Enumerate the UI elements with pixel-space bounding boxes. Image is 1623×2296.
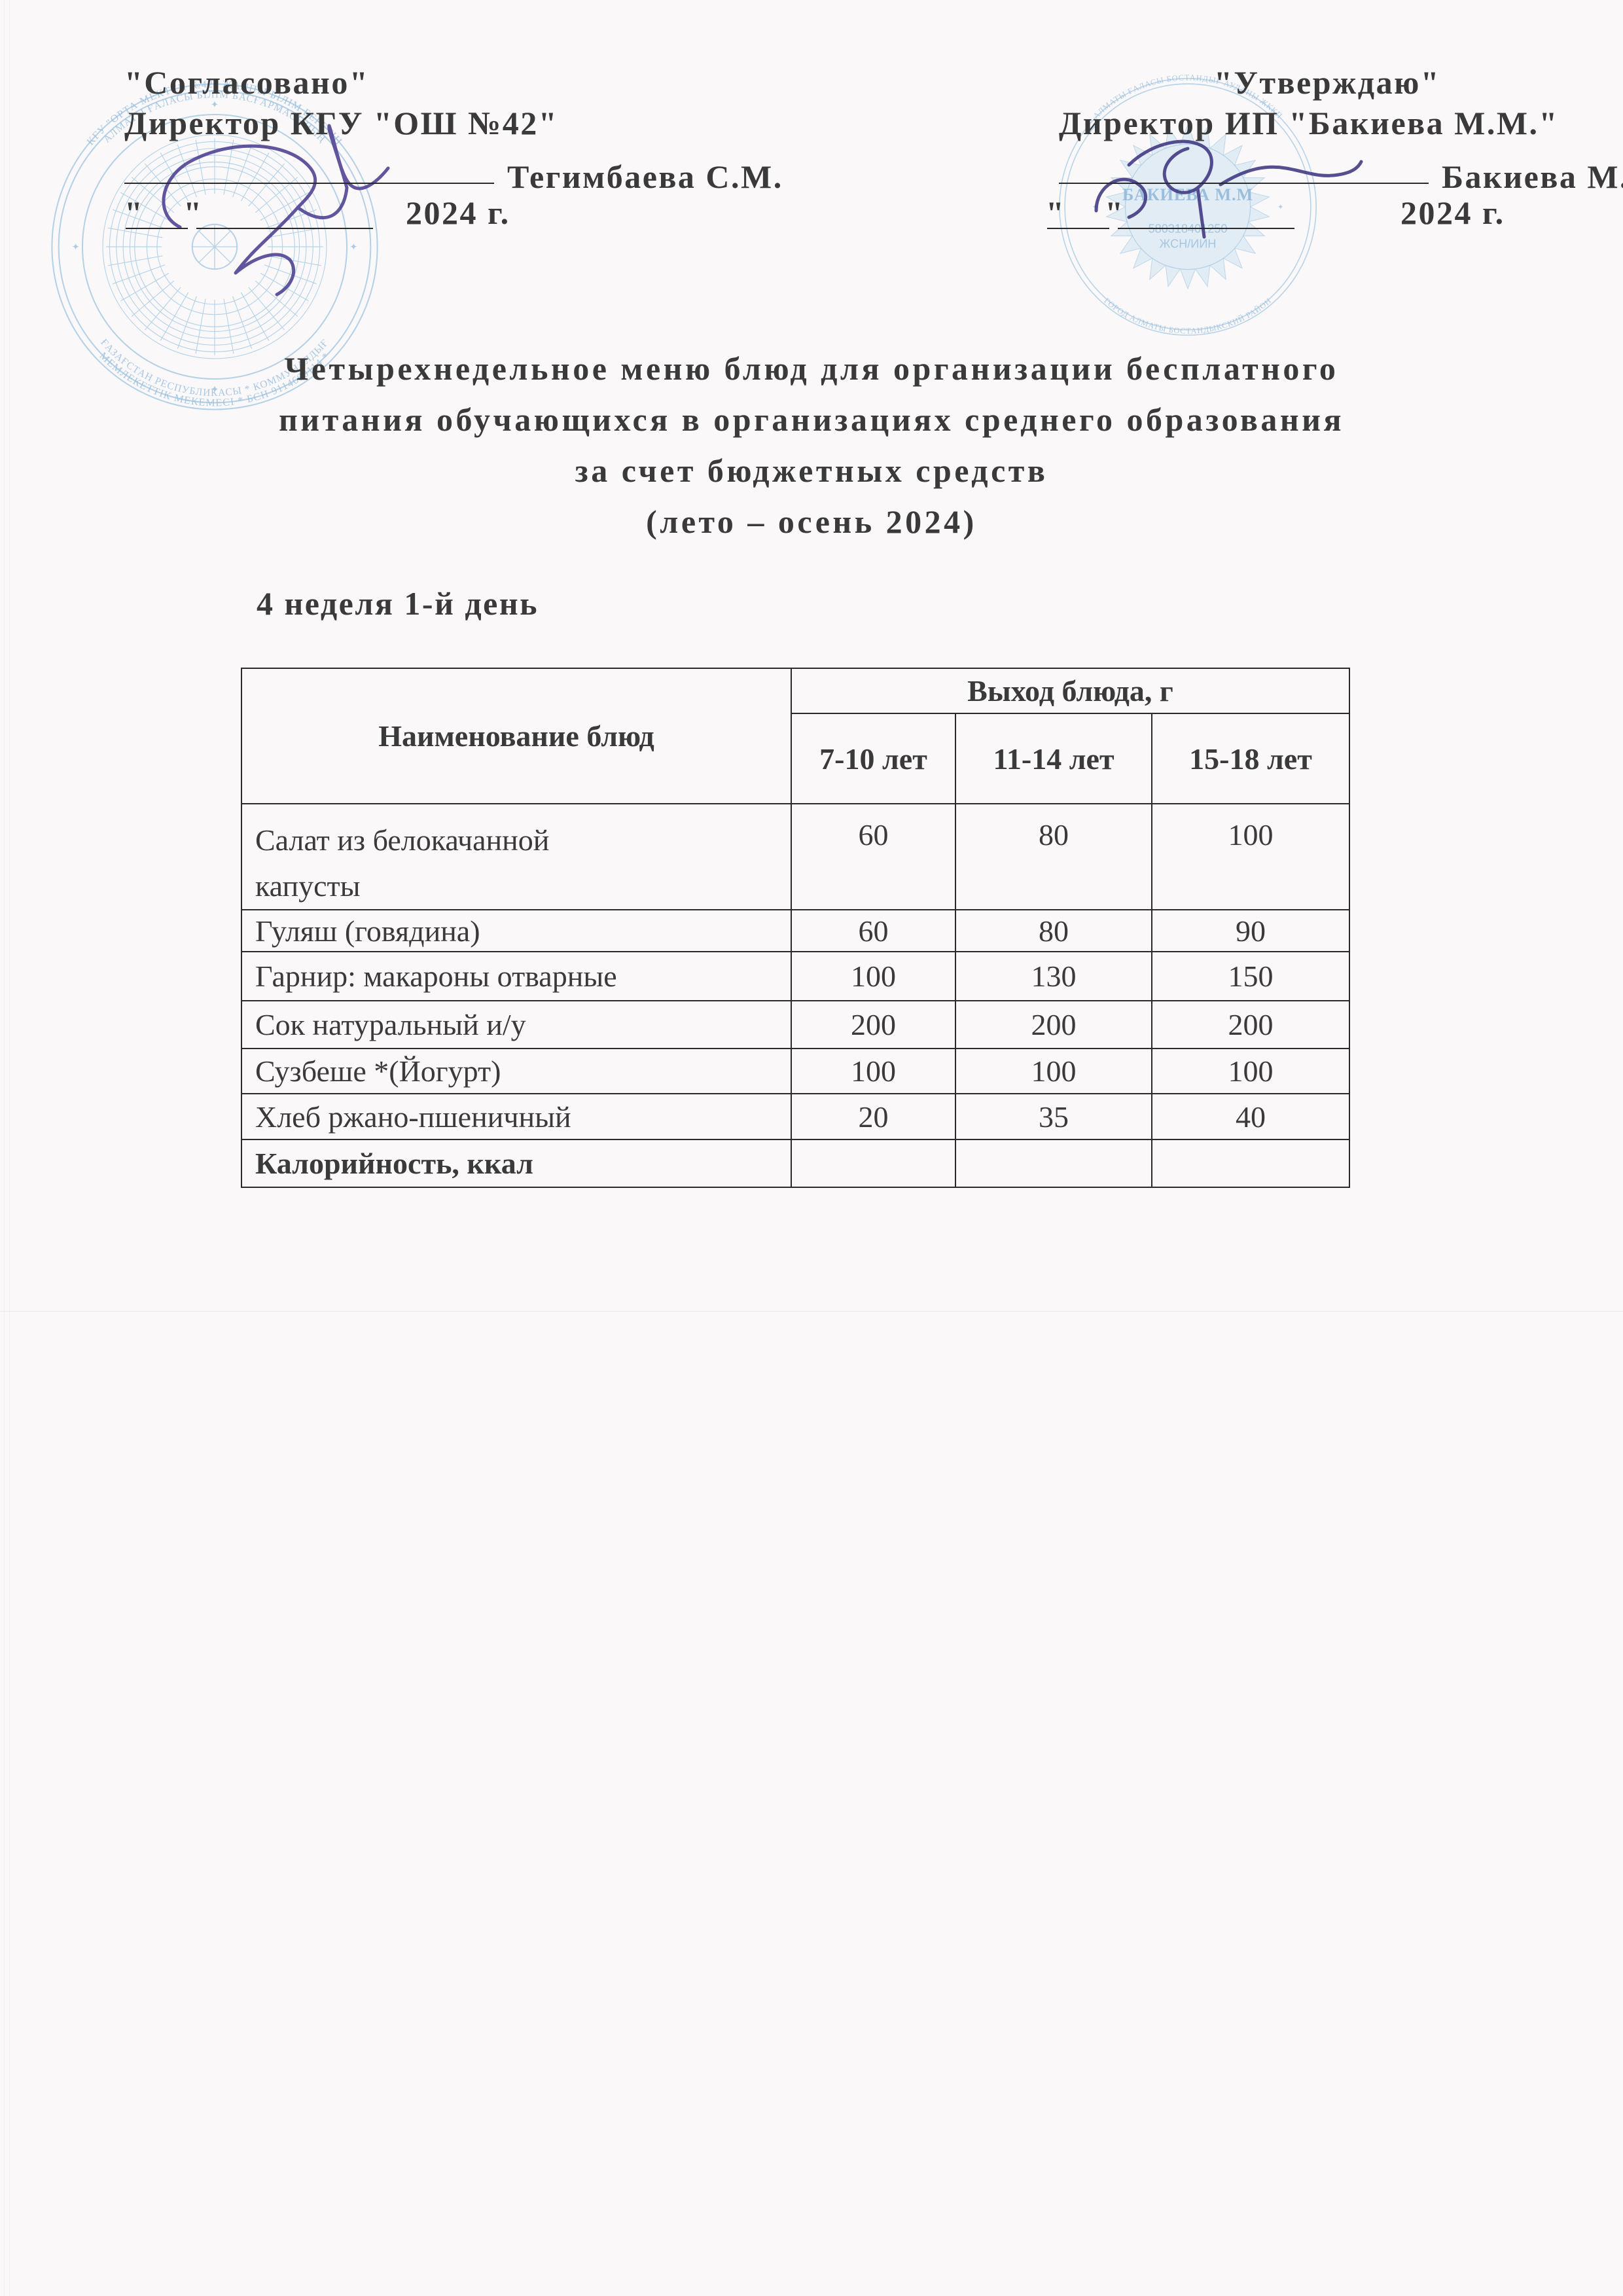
svg-text:✦: ✦: [72, 242, 80, 253]
svg-text:ГОРОД АЛМАТЫ БОСТАНДЫКСКИЙ РАЙ: ГОРОД АЛМАТЫ БОСТАНДЫКСКИЙ РАЙОН: [1102, 296, 1273, 335]
